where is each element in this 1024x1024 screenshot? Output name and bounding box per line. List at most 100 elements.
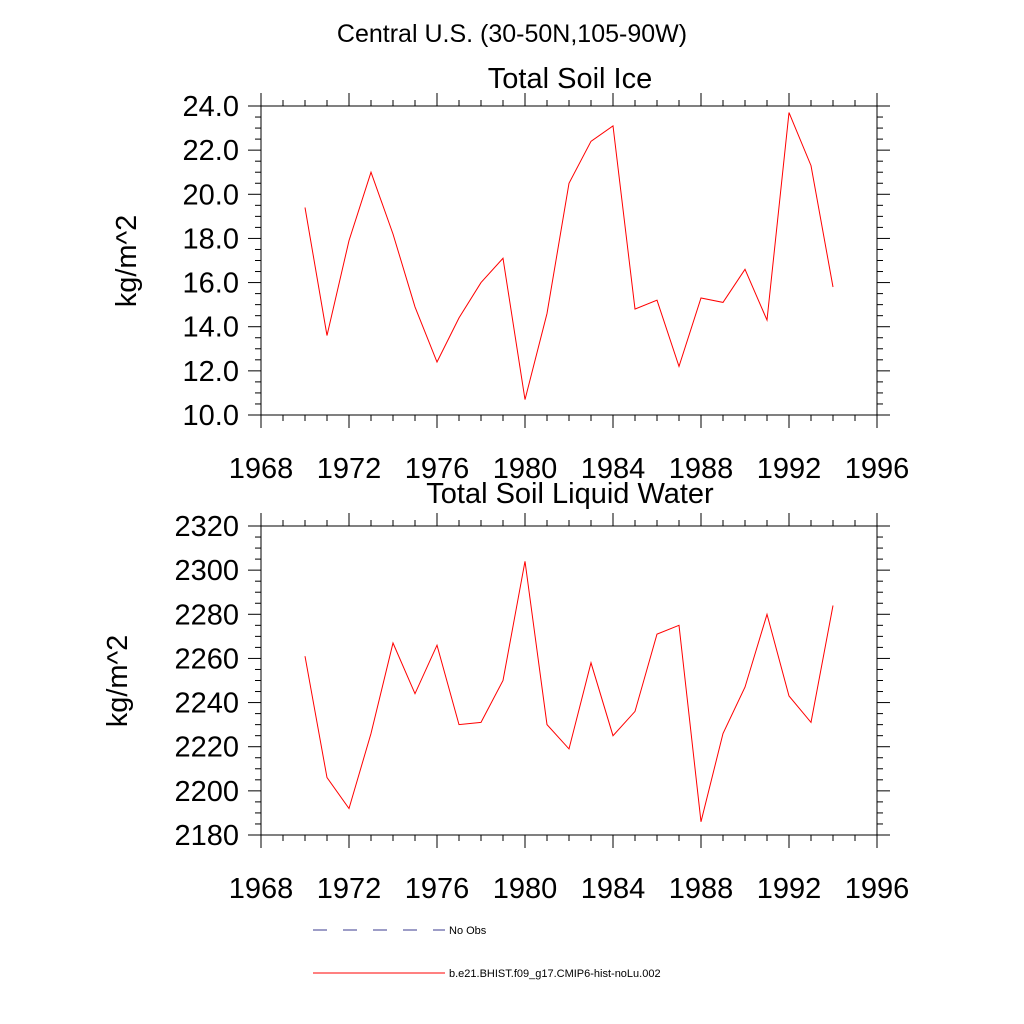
data-point (745, 687, 746, 688)
data-point (613, 125, 614, 126)
data-point (569, 183, 570, 184)
y-axis-label: kg/m^2 (111, 215, 143, 308)
data-point (503, 680, 504, 681)
data-point (723, 302, 724, 303)
series-line (304, 112, 834, 400)
data-point (833, 287, 834, 288)
y-axis-label: kg/m^2 (102, 635, 134, 728)
y-tick-label: 2280 (174, 599, 239, 631)
data-point (591, 662, 592, 663)
data-point (371, 172, 372, 173)
x-tick-label: 1992 (757, 873, 822, 905)
x-tick-label: 1984 (581, 453, 646, 485)
data-point (547, 313, 548, 314)
y-tick-label: 16.0 (183, 268, 239, 300)
data-point (525, 399, 526, 400)
panel-total-soil-liquid-water: Total Soil Liquid Water kg/m^2 1968 1972 1… (102, 478, 909, 905)
y-tick-label: 2180 (174, 820, 239, 852)
figure-suptitle: Central U.S. (30-50N,105-90W) (337, 20, 687, 48)
x-tick-label: 1968 (229, 873, 294, 905)
data-point (811, 722, 812, 723)
y-tick-label: 2320 (174, 511, 239, 543)
data-point (327, 777, 328, 778)
y-tick-label: 2300 (174, 555, 239, 587)
data-point (305, 656, 306, 657)
y-tick-label: 22.0 (183, 135, 239, 167)
data-point (679, 366, 680, 367)
y-tick-label: 18.0 (183, 223, 239, 255)
data-point (701, 298, 702, 299)
data-point (305, 207, 306, 208)
data-point (349, 808, 350, 809)
series-line (304, 561, 834, 822)
data-point (767, 614, 768, 615)
y-tick-label: 14.0 (183, 312, 239, 344)
data-point (591, 141, 592, 142)
data-point (635, 309, 636, 310)
data-point (745, 269, 746, 270)
panel-title: Total Soil Ice (488, 63, 652, 95)
data-point (569, 748, 570, 749)
x-tick-label: 1988 (669, 453, 734, 485)
x-tick-label: 1996 (845, 453, 910, 485)
data-point (481, 722, 482, 723)
data-point (657, 300, 658, 301)
y-tick-label: 10.0 (183, 400, 239, 432)
y-tick-label: 2260 (174, 643, 239, 675)
data-point (723, 733, 724, 734)
data-point (437, 362, 438, 363)
data-point (657, 634, 658, 635)
y-tick-label: 12.0 (183, 356, 239, 388)
data-point (833, 605, 834, 606)
x-tick-label: 1980 (493, 453, 558, 485)
data-point (459, 317, 460, 318)
y-tick-label: 2220 (174, 732, 239, 764)
y-tick-label: 2200 (174, 776, 239, 808)
series-layer (304, 561, 834, 822)
data-point (437, 645, 438, 646)
x-tick-label: 1968 (229, 453, 294, 485)
data-point (415, 306, 416, 307)
x-tick-label: 1976 (405, 873, 470, 905)
legend-label-no-obs: No Obs (449, 925, 487, 937)
data-point (789, 112, 790, 113)
data-point (525, 561, 526, 562)
series-layer (304, 112, 834, 400)
data-point (481, 282, 482, 283)
data-point (811, 165, 812, 166)
y-tick-label: 20.0 (183, 179, 239, 211)
axes-layer: 1968 1972 1976 1980 1984 1988 1992 1996 2180 2200… (174, 511, 909, 905)
data-point (393, 234, 394, 235)
data-point (679, 625, 680, 626)
data-point (701, 821, 702, 822)
data-point (415, 693, 416, 694)
data-point (613, 735, 614, 736)
x-tick-label: 1996 (845, 873, 910, 905)
x-tick-label: 1972 (317, 873, 382, 905)
data-point (767, 320, 768, 321)
x-tick-label: 1980 (493, 873, 558, 905)
y-tick-label: 24.0 (183, 91, 239, 123)
data-point (459, 724, 460, 725)
data-point (789, 696, 790, 697)
legend-label-model: b.e21.BHIST.f09_g17.CMIP6-hist-noLu.002 (449, 968, 661, 980)
data-point (327, 335, 328, 336)
y-tick-label: 2240 (174, 688, 239, 720)
x-tick-label: 1988 (669, 873, 734, 905)
data-point (371, 733, 372, 734)
data-point (547, 724, 548, 725)
x-tick-label: 1992 (757, 453, 822, 485)
data-point (349, 240, 350, 241)
data-point (503, 258, 504, 259)
data-point (635, 711, 636, 712)
panel-title: Total Soil Liquid Water (426, 478, 714, 510)
data-point (393, 643, 394, 644)
axes-layer: 1968 1972 1976 1980 1984 1988 1992 1996 10.0 12.0… (183, 91, 910, 485)
x-tick-label: 1976 (405, 453, 470, 485)
x-tick-label: 1972 (317, 453, 382, 485)
panel-total-soil-ice: Total Soil Ice kg/m^2 1968 1972 1976 1980 19… (111, 63, 909, 485)
legend: No Obs b.e21.BHIST.f09_g17.CMIP6-hist-no… (313, 925, 661, 980)
x-tick-label: 1984 (581, 873, 646, 905)
